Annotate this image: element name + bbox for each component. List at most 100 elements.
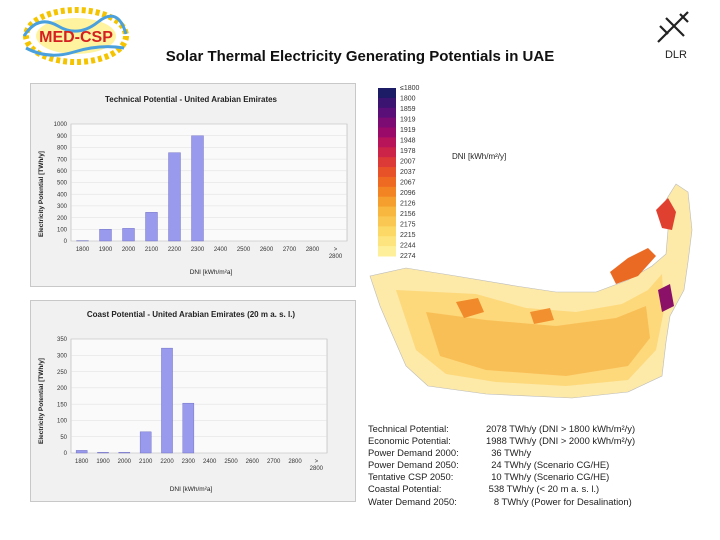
uae-region-shape bbox=[369, 183, 693, 399]
y-tick-label: 900 bbox=[57, 134, 68, 140]
stat-value: 538 TWh/y (< 20 m a. s. l.) bbox=[486, 483, 600, 495]
x-tick-label: > bbox=[334, 247, 338, 253]
chart-title: Technical Potential - United Arabian Emi… bbox=[105, 95, 278, 104]
x-tick-label: 2600 bbox=[260, 247, 274, 253]
legend-value-label: 1859 bbox=[400, 106, 416, 113]
technical-potential-chart: Technical Potential - United Arabian Emi… bbox=[30, 83, 356, 287]
legend-value-label: 2126 bbox=[400, 201, 416, 208]
plot-area: 350 300 250 200 150 100 50 0 1800 1900 2000 2100 220… bbox=[57, 337, 328, 472]
stat-label: Power Demand 2050: bbox=[368, 459, 459, 471]
legend-swatch bbox=[378, 176, 396, 188]
logo-left-text: MED-CSP bbox=[39, 29, 113, 46]
dlr-emblem-icon bbox=[657, 11, 689, 43]
y-tick-label: 400 bbox=[57, 192, 68, 198]
coast-potential-chart: Coast Potential - United Arabian Emirate… bbox=[30, 300, 356, 502]
legend-value-label: 1978 bbox=[400, 148, 416, 155]
legend-swatch bbox=[378, 246, 396, 257]
legend-swatch bbox=[378, 216, 396, 227]
plot-background bbox=[70, 338, 328, 454]
x-tick-label: 2800 bbox=[288, 459, 302, 465]
x-tick-label: 2000 bbox=[118, 459, 132, 465]
x-tick-label: 2000 bbox=[122, 247, 136, 253]
y-tick-label: 150 bbox=[57, 402, 68, 408]
y-tick-label: 600 bbox=[57, 169, 68, 175]
stat-label: Water Demand 2050: bbox=[368, 495, 457, 507]
legend-swatch bbox=[378, 226, 396, 237]
x-tick-label: 2800 bbox=[329, 254, 343, 260]
legend-value-label: 2244 bbox=[400, 243, 416, 250]
potential-summary: Technical Potential: 2078 TWh/y (DNI > 1… bbox=[368, 423, 708, 508]
y-tick-label: 0 bbox=[64, 239, 68, 245]
stat-value: 2078 TWh/y (DNI > 1800 kWh/m²/y) bbox=[486, 423, 636, 434]
stat-row: Water Demand 2050: 8 TWh/y (Power for De… bbox=[368, 496, 708, 508]
med-csp-logo: MED-CSP bbox=[18, 4, 130, 66]
x-tick-label: 2500 bbox=[237, 247, 251, 253]
bar bbox=[139, 431, 152, 454]
y-tick-label: 100 bbox=[57, 228, 68, 234]
legend-value-label: 2067 bbox=[400, 180, 416, 187]
sun-rays-icon bbox=[22, 7, 129, 65]
legend-value-label: 2215 bbox=[400, 232, 416, 239]
y-tick-label: 250 bbox=[57, 370, 68, 376]
y-tick-label: 700 bbox=[57, 157, 68, 163]
bar bbox=[99, 229, 112, 242]
legend-swatch bbox=[378, 117, 396, 129]
logo-right-text: DLR bbox=[665, 49, 687, 61]
stat-row: Power Demand 2000: 36 TWh/y bbox=[368, 447, 708, 459]
legend-value-label: 2175 bbox=[400, 222, 416, 229]
legend-unit-label: DNI [kWh/m²/y] bbox=[452, 152, 506, 161]
y-tick-label: 300 bbox=[57, 204, 68, 210]
legend-value-label: ≤1800 bbox=[400, 85, 420, 92]
legend-swatch bbox=[378, 137, 396, 148]
y-tick-label: 1000 bbox=[54, 122, 68, 128]
x-tick-label: 2200 bbox=[168, 247, 182, 253]
bar bbox=[122, 228, 135, 242]
chart-title: Coast Potential - United Arabian Emirate… bbox=[87, 310, 296, 319]
y-axis-label: Electricity Potential [TWh/y] bbox=[38, 358, 45, 444]
bar bbox=[97, 452, 109, 454]
y-tick-label: 100 bbox=[57, 419, 68, 425]
y-axis-label: Electricity Potential [TWh/y] bbox=[38, 151, 45, 237]
legend-value-label: 2274 bbox=[400, 253, 416, 260]
x-tick-label: 2100 bbox=[145, 247, 159, 253]
y-tick-label: 300 bbox=[57, 353, 68, 359]
stat-label: Technical Potential: bbox=[368, 423, 449, 434]
x-tick-label: 1800 bbox=[75, 459, 89, 465]
stat-label: Tentative CSP 2050: bbox=[368, 471, 454, 483]
stat-value: 10 TWh/y (Scenario CG/HE) bbox=[486, 471, 610, 483]
bar bbox=[118, 452, 131, 454]
y-tick-label: 50 bbox=[60, 435, 67, 441]
stat-label: Coastal Potential: bbox=[368, 483, 442, 495]
dlr-logo: DLR bbox=[646, 8, 702, 64]
x-tick-label: 2100 bbox=[139, 459, 153, 465]
x-axis-label: DNI [kWh/m²a] bbox=[190, 269, 233, 276]
x-tick-label: 1900 bbox=[99, 247, 113, 253]
x-tick-label: 2700 bbox=[267, 459, 281, 465]
y-tick-label: 500 bbox=[57, 181, 68, 187]
bar bbox=[75, 450, 88, 454]
bar bbox=[161, 347, 173, 454]
legend-value-label: 1919 bbox=[400, 127, 416, 134]
x-tick-label: 2200 bbox=[160, 459, 174, 465]
x-tick-label: 2300 bbox=[191, 247, 205, 253]
legend-value-label: 2096 bbox=[400, 190, 416, 197]
y-tick-label: 200 bbox=[57, 386, 68, 392]
x-tick-label: 2400 bbox=[203, 459, 217, 465]
stat-value: 1988 TWh/y (DNI > 2000 kWh/m²/y) bbox=[486, 435, 636, 447]
legend-swatch bbox=[378, 97, 396, 109]
legend-value-label: 1800 bbox=[400, 96, 416, 103]
y-tick-label: 800 bbox=[57, 146, 68, 152]
x-tick-label: 1800 bbox=[76, 247, 90, 253]
stat-label: Power Demand 2000: bbox=[368, 447, 459, 459]
stat-row: Tentative CSP 2050: 10 TWh/y (Scenario C… bbox=[368, 471, 708, 483]
legend-swatch bbox=[378, 157, 396, 168]
legend-value-label: 1948 bbox=[400, 138, 416, 145]
legend-value-label: 2156 bbox=[400, 211, 416, 218]
legend-swatch bbox=[378, 196, 396, 208]
legend-swatch bbox=[378, 206, 396, 217]
bar bbox=[168, 152, 181, 242]
legend-value-label: 2037 bbox=[400, 169, 416, 176]
stat-row: Power Demand 2050: 24 TWh/y (Scenario CG… bbox=[368, 459, 708, 471]
y-tick-label: 350 bbox=[57, 337, 68, 343]
x-tick-label: 2800 bbox=[310, 466, 324, 472]
